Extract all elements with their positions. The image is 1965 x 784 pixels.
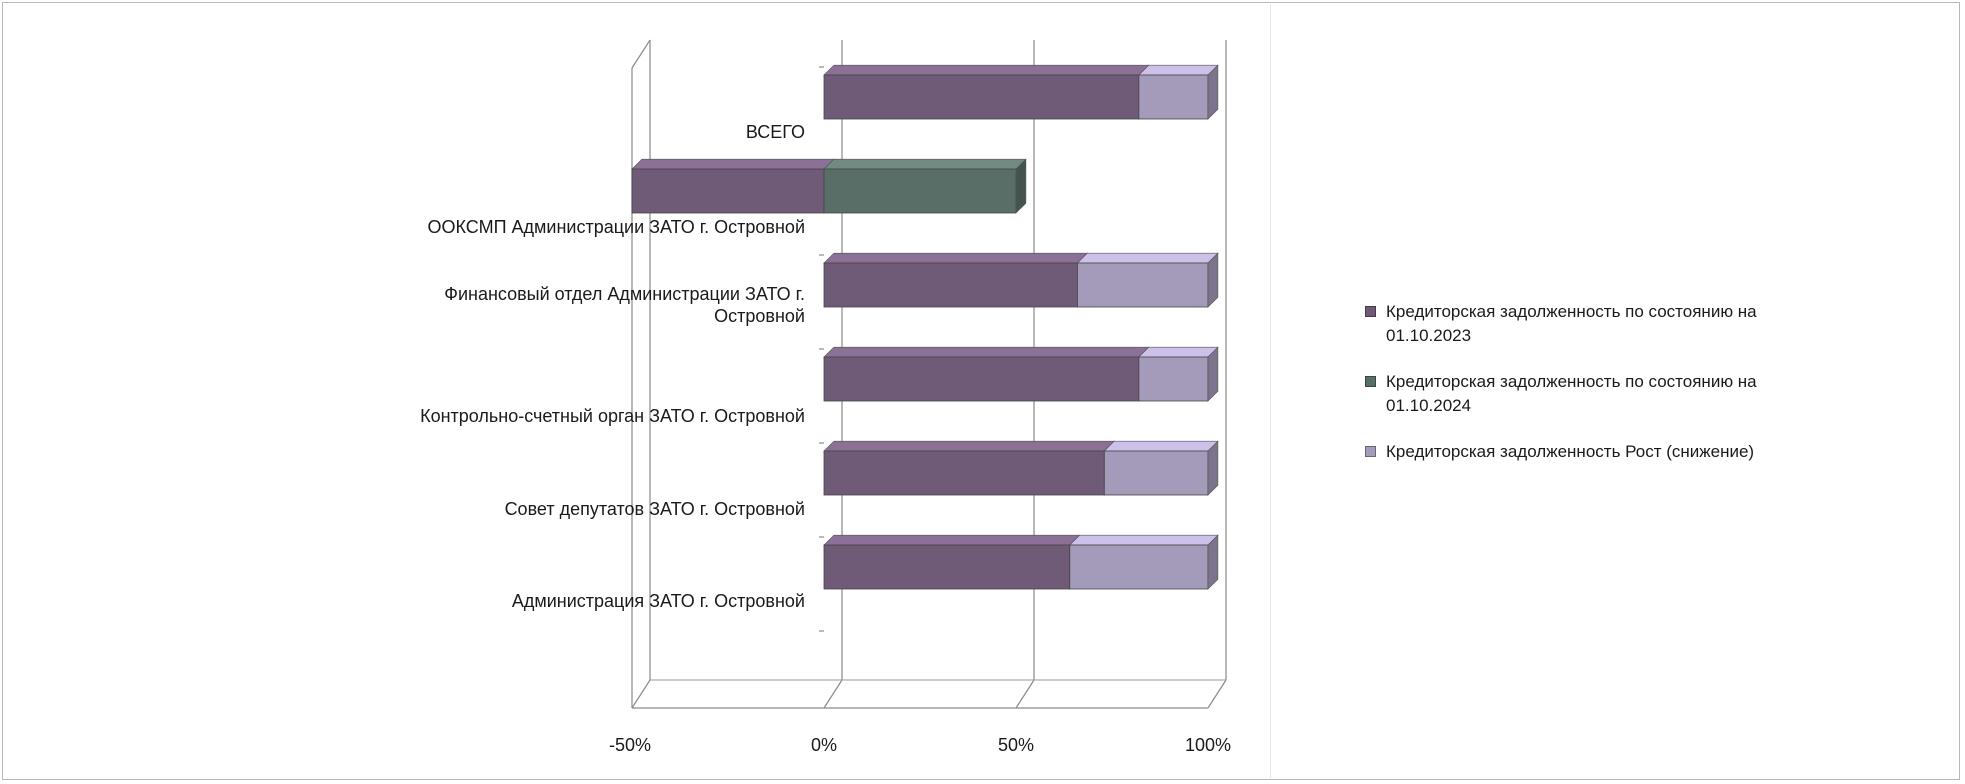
bar-top-face <box>631 158 835 170</box>
bar-top-face <box>823 252 1089 264</box>
chart-legend: Кредиторская задолженность по состоянию … <box>1365 300 1825 486</box>
bar-segment <box>823 74 1140 120</box>
legend-swatch <box>1365 306 1376 317</box>
category-label: Финансовый отдел Администрации ЗАТО г. О… <box>444 284 805 326</box>
bar-segment <box>823 168 1017 214</box>
plot-legend-divider <box>1270 4 1271 778</box>
bar-top-face <box>1076 252 1219 264</box>
bar-side-face <box>1207 534 1219 590</box>
bar-side-face <box>1207 252 1219 308</box>
legend-item: Кредиторская задолженность Рост (снижени… <box>1365 440 1825 464</box>
bar-top-face <box>823 158 1027 170</box>
category-label: ООКСМП Администрации ЗАТО г. Островной <box>427 217 806 237</box>
grid-depth-line <box>1015 679 1035 709</box>
category-label: ВСЕГО <box>745 122 805 142</box>
bar-side-face <box>1207 346 1219 402</box>
x-tick-label: 100% <box>1184 735 1232 755</box>
category-label: Контрольно-счетный орган ЗАТО г. Островн… <box>420 406 805 426</box>
grid-depth-line <box>1207 679 1227 709</box>
bar-segment <box>1103 450 1209 496</box>
legend-swatch <box>1365 376 1376 387</box>
bar-top-face <box>1138 346 1219 358</box>
bar-segment <box>1138 74 1209 120</box>
x-tick-label: 50% <box>997 735 1035 755</box>
side-wall-top <box>631 39 651 69</box>
bar-segment <box>823 262 1078 308</box>
bar-top-face <box>823 440 1115 452</box>
grid-depth-line <box>823 679 843 709</box>
category-label: Совет депутатов ЗАТО г. Островной <box>504 499 805 519</box>
bar-segment <box>1077 262 1209 308</box>
bar-segment <box>1069 544 1209 590</box>
bar-side-face <box>1207 64 1219 120</box>
legend-swatch <box>1365 446 1376 457</box>
legend-label: Кредиторская задолженность по состоянию … <box>1386 302 1757 345</box>
x-tick-label: 0% <box>810 735 837 755</box>
bar-segment <box>823 544 1071 590</box>
bar-top-face <box>823 64 1150 76</box>
grid-depth-line <box>631 679 651 709</box>
bar-side-face <box>1015 158 1027 214</box>
bar-top-face <box>1069 534 1219 546</box>
bar-side-face <box>1207 440 1219 496</box>
bar-segment <box>631 168 825 214</box>
legend-item: Кредиторская задолженность по состоянию … <box>1365 300 1825 348</box>
x-tick-label: -50% <box>608 735 652 755</box>
bar-top-face <box>1138 64 1219 76</box>
bar-segment <box>823 356 1140 402</box>
bar-top-face <box>823 346 1150 358</box>
bar-segment <box>1138 356 1209 402</box>
legend-item: Кредиторская задолженность по состоянию … <box>1365 370 1825 418</box>
legend-label: Кредиторская задолженность Рост (снижени… <box>1386 442 1755 461</box>
category-label: Администрация ЗАТО г. Островной <box>511 591 805 611</box>
legend-label: Кредиторская задолженность по состоянию … <box>1386 372 1757 415</box>
bar-segment <box>823 450 1105 496</box>
bar-top-face <box>1103 440 1219 452</box>
bar-top-face <box>823 534 1081 546</box>
